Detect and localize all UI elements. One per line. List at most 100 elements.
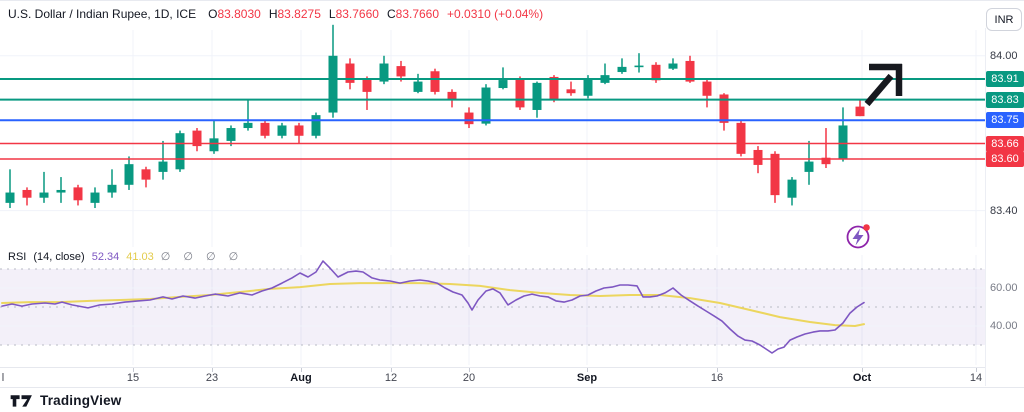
change-value: +0.0310 (+0.04%): [447, 7, 544, 21]
candle-body: [515, 78, 525, 108]
candle-body: [430, 71, 440, 92]
candle-body: [158, 161, 168, 172]
candle-body: [175, 133, 185, 170]
candle-body: [413, 81, 423, 92]
rsi-axis-label: 60.00: [990, 282, 1018, 294]
candle-body: [243, 122, 253, 129]
candle-body: [192, 130, 202, 147]
candle-body: [379, 63, 389, 82]
candle-body: [226, 128, 236, 141]
rsi-value: 52.34: [91, 251, 120, 263]
candle-body: [736, 122, 746, 154]
time-tick-label: 14: [969, 372, 983, 384]
candle-body: [311, 115, 321, 136]
symbol-header: U.S. Dollar / Indian Rupee, 1D, ICE O 83…: [8, 7, 543, 21]
candle-body: [345, 63, 355, 83]
time-tick-label: l: [1, 372, 5, 384]
currency-button[interactable]: INR: [986, 8, 1022, 31]
candle-body: [532, 82, 542, 110]
open-value: 83.8030: [217, 7, 261, 21]
price-axis-label: 83.40: [990, 204, 1018, 217]
arrow-up-right-annotation[interactable]: [864, 73, 894, 107]
candle-body: [277, 125, 287, 136]
time-tick-mark: [469, 368, 470, 372]
candle-body: [549, 76, 559, 100]
high-label: H: [268, 7, 278, 21]
time-axis[interactable]: l 15 23 Aug 12 20 Sep 16 Oct 14: [0, 367, 985, 388]
candle-body: [464, 112, 474, 125]
time-tick-label: Aug: [290, 372, 312, 384]
tradingview-brand[interactable]: TradingView: [40, 392, 122, 408]
candle-body: [702, 81, 712, 96]
price-level-tag: 83.83: [986, 91, 1024, 108]
high-value: 83.8275: [277, 7, 321, 21]
time-tick-label: Oct: [852, 372, 872, 384]
candle-body: [141, 169, 151, 180]
tradingview-logo-icon[interactable]: [9, 392, 34, 409]
flash-bolt-icon: [852, 228, 864, 246]
low-label: L: [328, 7, 336, 21]
candle-body: [481, 87, 491, 124]
time-tick-mark: [587, 368, 588, 372]
open-label: O: [208, 7, 218, 21]
rsi-band-values: ∅ ∅ ∅ ∅: [160, 251, 244, 263]
symbol-title[interactable]: U.S. Dollar / Indian Rupee, 1D, ICE: [8, 7, 197, 21]
candle-body: [56, 189, 66, 193]
time-tick-label: 20: [462, 372, 476, 384]
time-tick-mark: [133, 368, 134, 372]
notification-dot: [863, 224, 870, 231]
rsi-line: [1, 260, 865, 354]
time-tick-mark: [301, 368, 302, 372]
candle-body: [583, 79, 593, 96]
time-tick-mark: [862, 368, 863, 372]
candle-body: [90, 192, 100, 203]
close-value: 83.7660: [395, 7, 440, 21]
time-tick-label: 16: [710, 372, 724, 384]
candle-body: [260, 122, 270, 136]
rsi-legend: RSI (14, close) 52.34 41.03 ∅ ∅ ∅ ∅: [8, 250, 243, 263]
time-tick-mark: [976, 368, 977, 372]
price-level-tag: 83.60: [986, 150, 1024, 167]
price-axis-label: 84.00: [990, 49, 1018, 62]
candle-body: [447, 91, 457, 100]
time-tick-mark: [391, 368, 392, 372]
candle-body: [668, 63, 678, 69]
close-label: C: [386, 7, 396, 21]
candle-body: [770, 153, 780, 196]
candle-body: [396, 66, 406, 77]
candle-body: [685, 60, 695, 82]
candle-body: [787, 179, 797, 198]
time-tick-mark: [717, 368, 718, 372]
candle-body: [804, 161, 814, 172]
candle-body: [855, 106, 865, 117]
candle-body: [753, 149, 763, 165]
time-tick-label: 23: [205, 372, 219, 384]
candle-body: [719, 94, 729, 123]
candle-body: [39, 192, 49, 198]
time-tick-label: 12: [384, 372, 398, 384]
time-tick-label: 15: [126, 372, 140, 384]
time-tick-label: Sep: [576, 372, 598, 384]
candle-body: [5, 192, 15, 203]
candle-body: [107, 184, 117, 193]
candle-body: [617, 66, 627, 73]
rsi-params: (14, close): [33, 251, 85, 263]
candle-body: [498, 80, 508, 89]
low-value: 83.7660: [335, 7, 379, 21]
candle-body: [73, 187, 83, 201]
candle-body: [821, 157, 831, 165]
candle-body: [362, 79, 372, 92]
price-level-tag: 83.75: [986, 112, 1024, 129]
price-level-tag: 83.91: [986, 71, 1024, 87]
candle-body: [634, 65, 644, 68]
footer: TradingView: [0, 387, 1024, 412]
candle-body: [22, 189, 32, 198]
price-level-tag: 83.66: [986, 135, 1024, 152]
rsi-name[interactable]: RSI: [8, 251, 27, 263]
time-tick-mark: [212, 368, 213, 372]
candle-body: [209, 138, 219, 152]
rsi-ma-line: [1, 282, 865, 327]
candle-body: [328, 55, 338, 113]
